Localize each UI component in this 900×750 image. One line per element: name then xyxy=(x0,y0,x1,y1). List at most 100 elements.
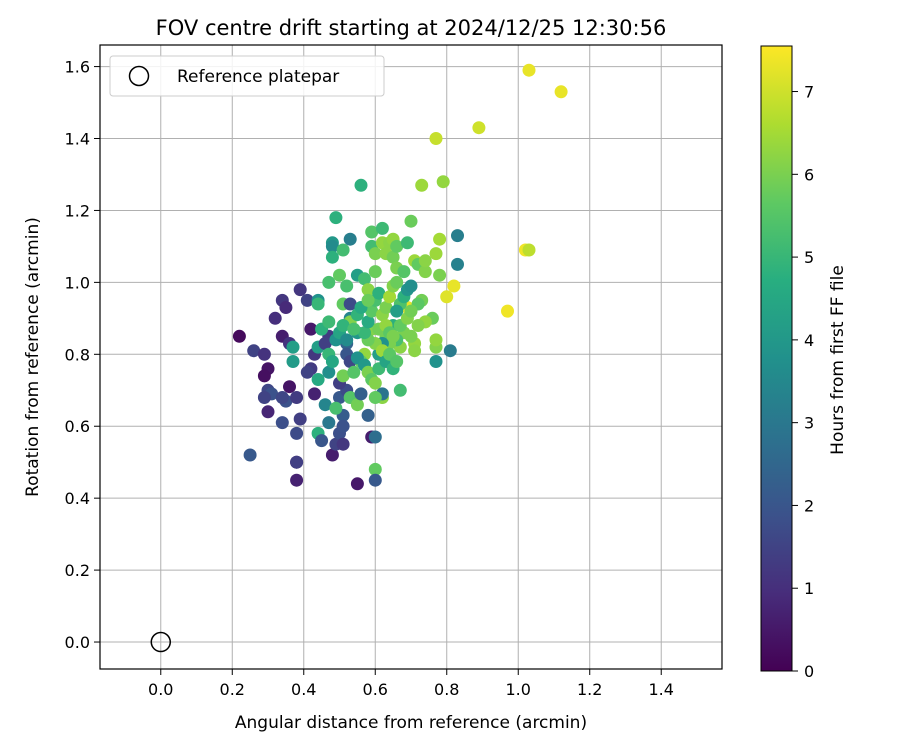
data-point xyxy=(322,365,336,379)
data-point xyxy=(257,369,271,383)
data-point xyxy=(554,85,568,99)
data-point xyxy=(336,437,350,451)
x-tick-label: 0.6 xyxy=(363,680,388,699)
data-point xyxy=(390,304,404,318)
data-point xyxy=(501,304,514,318)
data-point xyxy=(318,398,332,412)
data-point xyxy=(340,333,354,347)
colorbar-tick-label: 7 xyxy=(804,83,814,102)
x-axis-label: Angular distance from reference (arcmin) xyxy=(235,713,587,733)
data-point xyxy=(404,279,418,293)
data-point xyxy=(415,178,429,192)
data-points xyxy=(232,63,568,491)
data-point xyxy=(315,434,329,448)
legend-box xyxy=(109,55,385,97)
data-point xyxy=(429,247,443,261)
colorbar-label: Hours from first FF file xyxy=(828,265,848,455)
data-point xyxy=(286,355,300,368)
data-point xyxy=(365,225,379,239)
data-point xyxy=(358,326,371,340)
data-point xyxy=(347,365,361,379)
data-point xyxy=(386,250,400,264)
data-point xyxy=(350,477,364,491)
data-point xyxy=(390,239,404,253)
data-point xyxy=(368,430,382,444)
data-point xyxy=(350,398,364,412)
data-point xyxy=(368,265,382,279)
y-tick-label: 0.8 xyxy=(65,345,90,364)
legend-marker-icon xyxy=(128,65,150,87)
data-point xyxy=(290,391,304,404)
data-point xyxy=(336,419,350,433)
colorbar-tick-label: 4 xyxy=(804,331,814,350)
data-point xyxy=(347,322,361,336)
chart-title: FOV centre drift starting at 2024/12/25 … xyxy=(156,16,667,40)
data-point xyxy=(404,304,418,318)
data-point xyxy=(361,293,375,307)
data-point xyxy=(368,247,382,261)
y-axis-ticks: 0.0 0.2 0.4 0.6 0.8 1.0 1.2 1.4 1.6 xyxy=(65,58,100,652)
data-point xyxy=(408,344,422,358)
data-point xyxy=(268,311,282,325)
x-tick-label: 1.0 xyxy=(506,680,531,699)
data-point xyxy=(322,416,336,430)
data-point xyxy=(361,315,375,329)
x-tick-label: 0.8 xyxy=(434,680,459,699)
y-tick-label: 0.4 xyxy=(65,489,90,508)
data-point xyxy=(283,380,296,394)
colorbar-tick-label: 6 xyxy=(804,165,814,184)
colorbar-tick-label: 2 xyxy=(804,496,814,515)
data-point xyxy=(418,254,432,268)
grid-lines xyxy=(100,45,722,669)
data-point xyxy=(257,391,271,404)
data-point xyxy=(257,347,271,361)
data-point xyxy=(443,344,457,358)
data-point xyxy=(522,63,536,77)
data-point xyxy=(436,175,450,189)
data-point xyxy=(232,329,246,343)
data-point xyxy=(290,473,304,487)
data-point xyxy=(318,337,332,350)
data-point xyxy=(404,214,418,228)
data-point xyxy=(386,329,400,343)
data-point xyxy=(243,448,257,462)
x-tick-label: 0.2 xyxy=(220,680,245,699)
x-tick-label: 0.0 xyxy=(148,680,173,699)
data-point xyxy=(397,265,411,279)
data-point xyxy=(372,286,386,300)
x-axis-ticks: 0.0 0.2 0.4 0.6 0.8 1.0 1.2 1.4 xyxy=(148,669,674,699)
y-axis-label: Rotation from reference (arcmin) xyxy=(23,217,43,497)
y-tick-label: 1.4 xyxy=(65,130,90,149)
data-point xyxy=(447,279,461,293)
data-point xyxy=(365,304,379,318)
data-point xyxy=(390,275,404,289)
y-tick-label: 0.2 xyxy=(65,561,90,580)
data-point xyxy=(368,473,382,487)
data-point xyxy=(311,373,325,386)
colorbar-tick-label: 0 xyxy=(804,662,814,681)
data-point xyxy=(293,412,307,426)
data-point xyxy=(451,229,464,243)
x-tick-label: 1.2 xyxy=(577,680,602,699)
colorbar: 0 1 2 3 4 5 6 7 Hours from first FF file xyxy=(760,45,848,681)
colorbar-gradient xyxy=(760,45,793,672)
data-point xyxy=(429,333,443,347)
data-point xyxy=(354,178,368,192)
data-point xyxy=(279,301,293,314)
data-point xyxy=(325,239,339,253)
colorbar-tick-label: 3 xyxy=(804,414,814,433)
data-point xyxy=(286,340,300,354)
legend-label: Reference platepar xyxy=(177,67,339,87)
data-point xyxy=(368,376,382,390)
data-point xyxy=(333,268,346,282)
data-point xyxy=(293,283,307,297)
data-point xyxy=(393,383,407,397)
data-point xyxy=(290,426,304,440)
data-point xyxy=(322,315,336,329)
data-point xyxy=(329,211,343,225)
data-point xyxy=(358,272,371,286)
data-point xyxy=(308,387,321,401)
colorbar-tick-label: 5 xyxy=(804,248,814,267)
data-point xyxy=(325,250,339,264)
